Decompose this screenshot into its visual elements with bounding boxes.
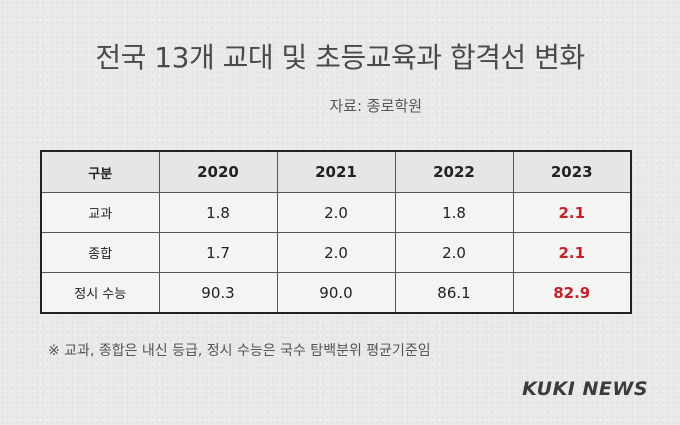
row-label: 정시 수능 [40,272,160,314]
table-cell: 90.0 [276,272,396,314]
table-cell: 1.7 [158,232,278,273]
admission-cutoff-table: 구분 2020 2021 2022 2023 교과 1.8 2.0 1.8 2.… [40,150,632,314]
table-cell: 2.0 [276,192,396,233]
table-cell: 2.0 [276,232,396,273]
table-cell: 1.8 [158,192,278,233]
table-row: 종합 1.7 2.0 2.0 2.1 [40,232,632,273]
table-cell: 86.1 [394,272,514,314]
table-cell: 1.8 [394,192,514,233]
header-year-2023: 2023 [512,150,632,193]
table-cell-highlighted: 82.9 [512,272,632,314]
footnote: ※ 교과, 종합은 내신 등급, 정시 수능은 국수 탐백분위 평균기준임 [48,343,431,359]
table-row: 정시 수능 90.3 90.0 86.1 82.9 [40,272,632,314]
header-category: 구분 [40,150,160,193]
row-label: 종합 [40,232,160,273]
header-year-2020: 2020 [158,150,278,193]
kuki-news-logo: KUKI NEWS [522,378,648,400]
header-year-2021: 2021 [276,150,396,193]
table-row: 교과 1.8 2.0 1.8 2.1 [40,192,632,233]
header-year-2022: 2022 [394,150,514,193]
table-header-row: 구분 2020 2021 2022 2023 [40,150,632,193]
table-cell: 2.0 [394,232,514,273]
table-cell: 90.3 [158,272,278,314]
table-cell-highlighted: 2.1 [512,192,632,233]
table-cell-highlighted: 2.1 [512,232,632,273]
source-label: 자료: 종로학원 [329,97,422,115]
row-label: 교과 [40,192,160,233]
page-title: 전국 13개 교대 및 초등교육과 합격선 변화 [95,41,585,74]
